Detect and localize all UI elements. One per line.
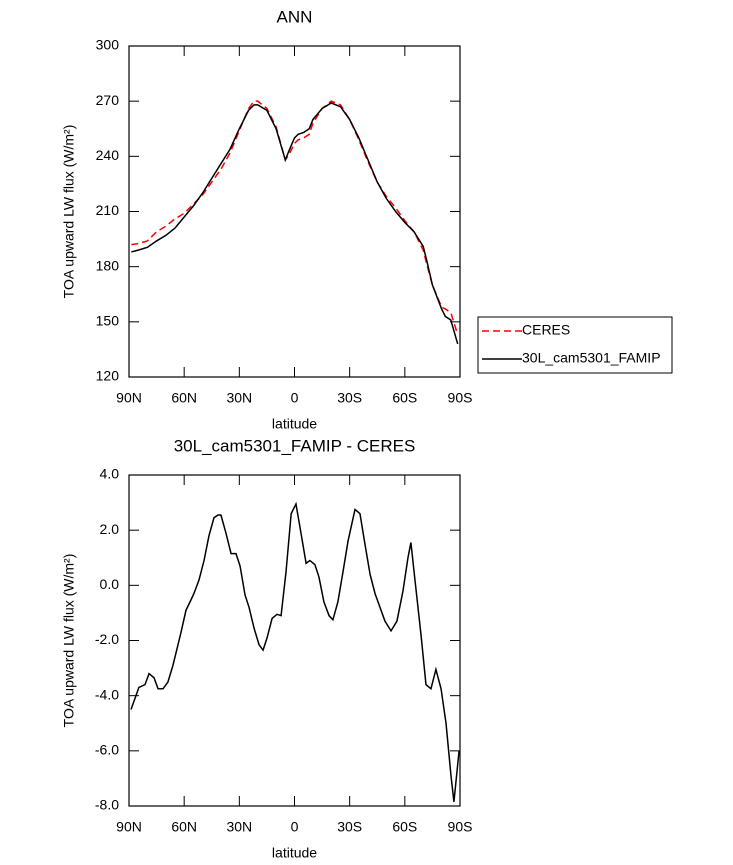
x-tick-label: 60S (392, 390, 417, 406)
x-tick-label: 0 (291, 390, 299, 406)
x-tick-label: 60N (171, 819, 197, 835)
y-tick-label: -2.0 (95, 631, 119, 647)
y-tick-label: 2.0 (100, 521, 120, 537)
y-tick-label: 270 (96, 92, 120, 108)
y-tick-label: -6.0 (95, 742, 119, 758)
y-tick-label: 150 (96, 313, 120, 329)
chart-title: ANN (277, 7, 313, 26)
y-tick-label: 0.0 (100, 576, 120, 592)
x-tick-label: 30N (226, 390, 252, 406)
legend-label: CERES (522, 322, 570, 338)
x-tick-label: 90N (116, 819, 142, 835)
y-tick-label: 4.0 (100, 466, 120, 482)
y-axis-label: TOA upward LW flux (W/m²) (61, 554, 77, 728)
legend-label: 30L_cam5301_FAMIP (522, 350, 661, 366)
x-tick-label: 90N (116, 390, 142, 406)
y-tick-label: 180 (96, 257, 120, 273)
y-tick-label: 240 (96, 147, 120, 163)
y-tick-label: -8.0 (95, 797, 119, 813)
y-tick-label: 300 (96, 37, 120, 53)
data-line (131, 100, 459, 335)
x-tick-label: 90S (448, 819, 473, 835)
x-tick-label: 30N (226, 819, 252, 835)
x-tick-label: 60S (392, 819, 417, 835)
x-axis-label: latitude (272, 416, 317, 432)
legend-frame (477, 316, 673, 374)
x-axis-label: latitude (272, 845, 317, 861)
y-tick-label: 120 (96, 368, 120, 384)
data-line (130, 501, 460, 802)
y-tick-label: -4.0 (95, 686, 119, 702)
x-tick-label: 90S (448, 390, 473, 406)
x-tick-label: 0 (291, 819, 299, 835)
chart-title: 30L_cam5301_FAMIP - CERES (174, 436, 416, 455)
x-tick-label: 60N (171, 390, 197, 406)
x-tick-label: 30S (337, 819, 362, 835)
plot-frame (128, 45, 461, 378)
y-axis-label: TOA upward LW flux (W/m²) (61, 125, 77, 299)
x-tick-label: 30S (337, 390, 362, 406)
y-tick-label: 210 (96, 202, 120, 218)
plot-frame (128, 474, 461, 807)
data-line (131, 102, 459, 345)
